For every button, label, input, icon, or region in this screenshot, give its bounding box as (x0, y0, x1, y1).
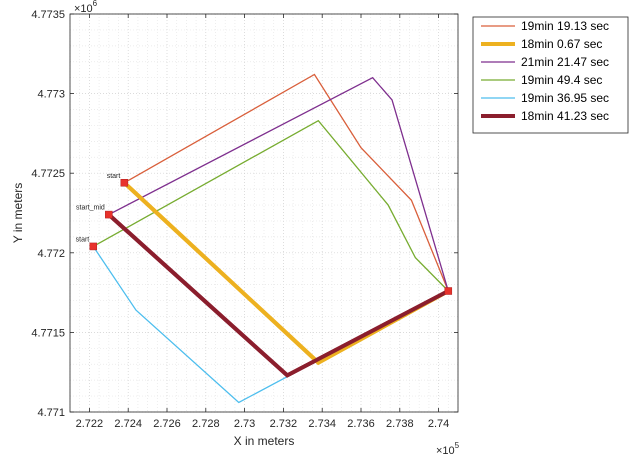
point-marker (89, 242, 98, 251)
point-marker (105, 210, 113, 219)
y-axis-label: Y in meters (11, 183, 25, 243)
y-tick-label: 4.772 (37, 248, 65, 260)
series-line-3 (108, 76, 449, 292)
y-tick-label: 4.771 (37, 407, 65, 419)
y-exponent-label: ×106 (74, 0, 98, 15)
start-annotation: start (107, 173, 121, 180)
point-marker (444, 287, 453, 295)
x-exponent-label: ×105 (436, 441, 460, 457)
legend-entry-label: 19min 49.4 sec (521, 73, 602, 87)
legend-entry-label: 21min 21.47 sec (521, 55, 609, 69)
start-annotation: start (76, 236, 90, 243)
legend-entry-label: 18min 0.67 sec (521, 37, 602, 51)
legend-entry-label: 18min 41.23 sec (521, 109, 609, 123)
grid (69, 13, 459, 413)
plot-area-frame (69, 13, 459, 413)
y-tick-label: 4.7715 (31, 327, 65, 339)
y-tick-label: 4.773 (37, 89, 65, 101)
x-tick-label: 2.734 (308, 418, 336, 430)
legend-entry-label: 19min 19.13 sec (521, 19, 609, 33)
series-line-6-overlay (107, 213, 450, 378)
x-tick-label: 2.73 (234, 418, 255, 430)
legend-entry-label: 19min 36.95 sec (521, 91, 609, 105)
y-tick-label: 4.7725 (31, 168, 65, 180)
x-tick-label: 2.724 (114, 418, 142, 430)
x-tick-label: 2.736 (347, 418, 375, 430)
x-tick-label: 2.732 (270, 418, 298, 430)
x-tick-label: 2.728 (192, 418, 220, 430)
series-line-5 (92, 246, 449, 404)
series-line-6 (107, 213, 450, 378)
x-tick-label: 2.722 (76, 418, 104, 430)
axis-ticks: 2.722 2.724 2.726 2.728 2.73 2.732 2.734 2.736 2… (31, 9, 458, 430)
series-line-4 (92, 119, 449, 292)
x-tick-label: 2.726 (153, 418, 181, 430)
x-tick-label: 2.74 (428, 418, 449, 430)
series-line-1 (123, 73, 449, 292)
y-tick-label: 4.7735 (31, 9, 65, 21)
x-tick-label: 2.738 (386, 418, 414, 430)
series-lines (92, 73, 450, 404)
markers (89, 179, 453, 295)
point-marker (120, 179, 129, 187)
x-axis-label: X in meters (234, 434, 295, 448)
start-annotation: start_mid (76, 205, 105, 212)
legend-box (472, 16, 629, 134)
legend: 19min 19.13 sec 18min 0.67 sec 21min 21.47… (472, 16, 629, 134)
